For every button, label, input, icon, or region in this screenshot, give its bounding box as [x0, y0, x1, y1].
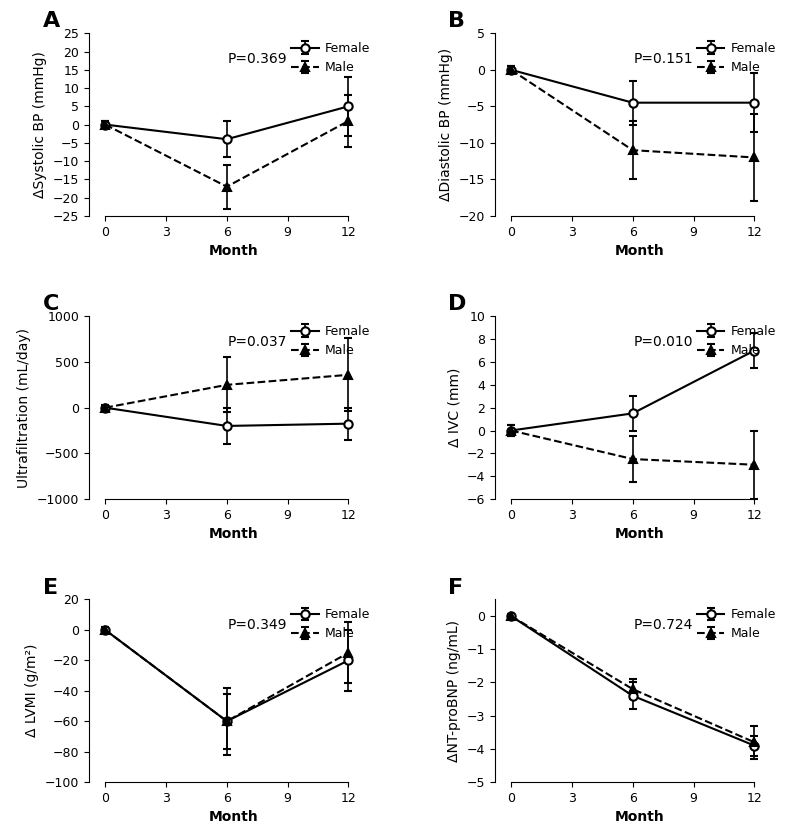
X-axis label: Month: Month [615, 244, 665, 258]
Y-axis label: Δ LVMI (g/m²): Δ LVMI (g/m²) [25, 644, 40, 737]
Y-axis label: Ultrafiltration (mL/day): Ultrafiltration (mL/day) [17, 328, 32, 488]
Text: D: D [448, 295, 467, 314]
X-axis label: Month: Month [615, 527, 665, 542]
Legend: Female, Male: Female, Male [694, 40, 778, 77]
Text: B: B [448, 12, 465, 32]
Legend: Female, Male: Female, Male [289, 323, 373, 360]
Legend: Female, Male: Female, Male [289, 40, 373, 77]
X-axis label: Month: Month [209, 810, 259, 825]
Text: P=0.037: P=0.037 [227, 334, 287, 349]
Text: P=0.349: P=0.349 [227, 617, 287, 631]
X-axis label: Month: Month [209, 244, 259, 258]
Text: C: C [43, 295, 59, 314]
Y-axis label: ΔDiastolic BP (mmHg): ΔDiastolic BP (mmHg) [439, 48, 453, 201]
Legend: Female, Male: Female, Male [694, 606, 778, 643]
Text: P=0.724: P=0.724 [633, 617, 693, 631]
Y-axis label: Δ IVC (mm): Δ IVC (mm) [447, 368, 461, 448]
X-axis label: Month: Month [209, 527, 259, 542]
Y-axis label: ΔSystolic BP (mmHg): ΔSystolic BP (mmHg) [33, 51, 48, 198]
Text: P=0.151: P=0.151 [633, 52, 693, 66]
Text: F: F [448, 577, 464, 597]
Text: A: A [43, 12, 60, 32]
Text: E: E [43, 577, 57, 597]
X-axis label: Month: Month [615, 810, 665, 825]
Legend: Female, Male: Female, Male [289, 606, 373, 643]
Legend: Female, Male: Female, Male [694, 323, 778, 360]
Text: P=0.369: P=0.369 [227, 52, 287, 66]
Y-axis label: ΔNT-proBNP (ng/mL): ΔNT-proBNP (ng/mL) [447, 620, 461, 762]
Text: P=0.010: P=0.010 [633, 334, 693, 349]
